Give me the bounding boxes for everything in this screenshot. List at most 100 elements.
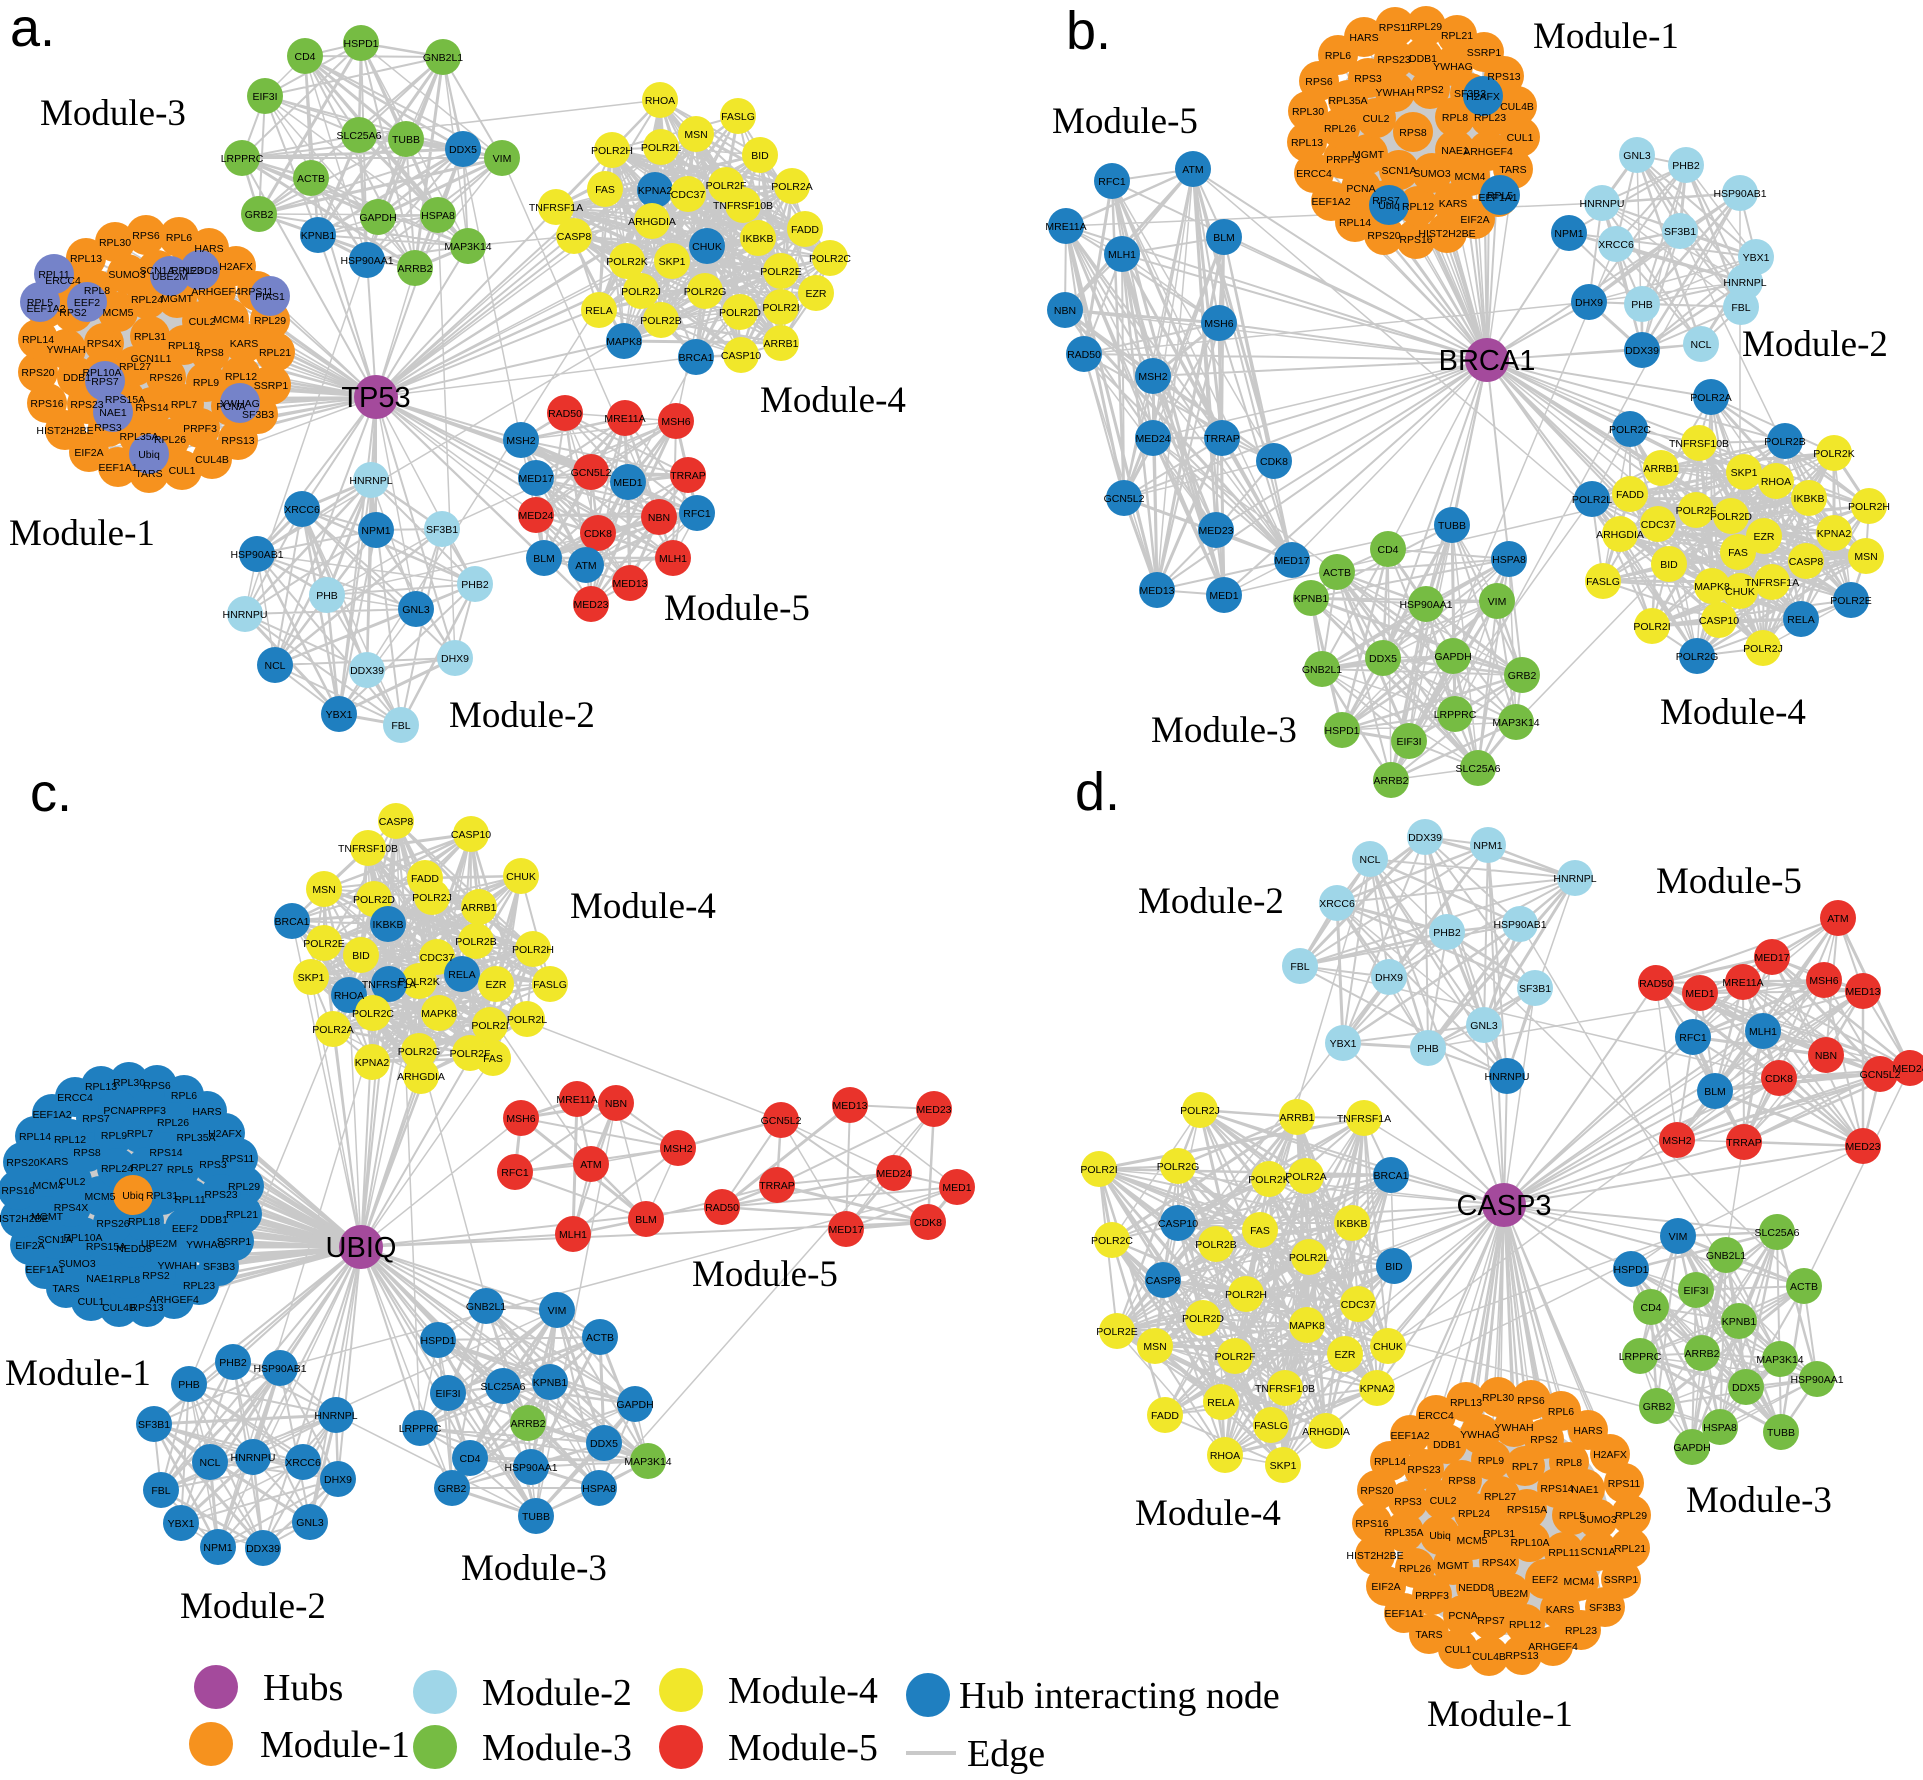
svg-text:POLR2L: POLR2L	[1289, 1252, 1329, 1264]
svg-text:CD4: CD4	[1640, 1302, 1661, 1314]
svg-text:ARHGDIA: ARHGDIA	[1596, 529, 1644, 541]
svg-text:PCNA: PCNA	[216, 401, 245, 413]
svg-text:RPS20: RPS20	[1360, 1485, 1393, 1497]
svg-text:MED1: MED1	[613, 477, 642, 489]
svg-text:RPS23: RPS23	[70, 399, 103, 411]
svg-text:RPL23: RPL23	[1474, 112, 1506, 124]
svg-text:YWHAH: YWHAH	[46, 344, 85, 356]
svg-text:ACTB: ACTB	[297, 173, 325, 185]
svg-text:HARS: HARS	[1349, 32, 1378, 44]
svg-text:MLH1: MLH1	[559, 1229, 587, 1241]
svg-text:NBN: NBN	[648, 512, 670, 524]
svg-text:XRCC6: XRCC6	[1319, 898, 1355, 910]
svg-text:RAD50: RAD50	[548, 408, 582, 420]
svg-text:SSRP1: SSRP1	[1467, 47, 1502, 59]
svg-text:EEF1A1: EEF1A1	[1478, 192, 1517, 204]
svg-text:CASP8: CASP8	[557, 231, 592, 243]
svg-text:H2AFX: H2AFX	[208, 1128, 242, 1140]
svg-text:FAS: FAS	[1728, 547, 1748, 559]
svg-text:FBL: FBL	[1731, 302, 1750, 314]
svg-text:RPL8: RPL8	[84, 285, 110, 297]
svg-text:RPS15A: RPS15A	[86, 1241, 126, 1253]
svg-text:PRPF3: PRPF3	[183, 423, 217, 435]
svg-text:RPS2: RPS2	[142, 1270, 170, 1282]
svg-text:POLR2H: POLR2H	[591, 145, 633, 157]
svg-text:POLR2C: POLR2C	[1609, 424, 1651, 436]
svg-text:RPL14: RPL14	[22, 334, 54, 346]
svg-text:RPL23: RPL23	[171, 265, 203, 277]
svg-text:HSPA8: HSPA8	[1492, 554, 1526, 566]
svg-text:RPL18: RPL18	[128, 1216, 160, 1228]
svg-text:FAS: FAS	[1250, 1225, 1270, 1237]
svg-text:BRCA1: BRCA1	[274, 916, 309, 928]
svg-text:EEF1A1: EEF1A1	[25, 1264, 64, 1276]
svg-text:NCL: NCL	[199, 1457, 220, 1469]
svg-text:KPNA2: KPNA2	[638, 185, 673, 197]
svg-text:MCM5: MCM5	[85, 1191, 116, 1203]
svg-text:UBE2M: UBE2M	[1492, 1588, 1528, 1600]
svg-text:RPS23: RPS23	[1377, 54, 1410, 66]
svg-text:Module-3: Module-3	[40, 93, 186, 134]
svg-text:Module-4: Module-4	[1135, 1493, 1281, 1534]
svg-text:HSPD1: HSPD1	[420, 1335, 455, 1347]
svg-text:FASLG: FASLG	[533, 979, 567, 991]
svg-text:RAD50: RAD50	[705, 1202, 739, 1214]
svg-text:NPM1: NPM1	[1473, 840, 1502, 852]
svg-text:UBE2M: UBE2M	[152, 271, 188, 283]
svg-text:ERCC4: ERCC4	[45, 275, 81, 287]
svg-text:RPL9: RPL9	[1478, 1455, 1504, 1467]
svg-text:MAP3K14: MAP3K14	[444, 241, 491, 253]
svg-text:ACTB: ACTB	[1323, 567, 1351, 579]
svg-text:HSPD1: HSPD1	[1613, 1264, 1648, 1276]
svg-text:POLR2G: POLR2G	[1676, 651, 1719, 663]
svg-text:GNL3: GNL3	[402, 604, 430, 616]
svg-text:HSP90AA1: HSP90AA1	[1790, 1374, 1843, 1386]
svg-text:BID: BID	[352, 950, 370, 962]
svg-text:TARS: TARS	[1499, 164, 1526, 176]
svg-text:SKP1: SKP1	[659, 256, 686, 268]
svg-text:MSN: MSN	[1854, 551, 1877, 563]
svg-text:Module-5: Module-5	[1052, 101, 1198, 142]
svg-text:POLR2C: POLR2C	[352, 1008, 394, 1020]
svg-text:ACTB: ACTB	[586, 1332, 614, 1344]
svg-text:MLH1: MLH1	[659, 553, 687, 565]
svg-text:POLR2D: POLR2D	[1710, 511, 1752, 523]
svg-text:POLR2K: POLR2K	[606, 256, 647, 268]
svg-text:RPS8: RPS8	[1448, 1475, 1476, 1487]
svg-text:EEF2: EEF2	[1532, 1574, 1558, 1586]
svg-text:RPL26: RPL26	[154, 434, 186, 446]
svg-text:RPS11: RPS11	[1608, 1478, 1641, 1490]
svg-text:BID: BID	[1660, 559, 1678, 571]
svg-text:PHB: PHB	[1631, 299, 1653, 311]
svg-text:UBE2M: UBE2M	[141, 1238, 177, 1250]
svg-text:RELA: RELA	[448, 969, 475, 981]
svg-text:CASP8: CASP8	[379, 816, 414, 828]
svg-text:RPS20: RPS20	[1367, 230, 1400, 242]
svg-text:MCM4: MCM4	[1564, 1576, 1595, 1588]
svg-text:GRB2: GRB2	[245, 209, 274, 221]
svg-text:Module-1: Module-1	[1533, 16, 1679, 57]
svg-text:MCM5: MCM5	[103, 307, 134, 319]
svg-text:BLM: BLM	[1704, 1086, 1726, 1098]
svg-text:SLC25A6: SLC25A6	[1456, 763, 1501, 775]
svg-text:ARRB2: ARRB2	[1684, 1348, 1719, 1360]
svg-text:POLR2F: POLR2F	[1215, 1351, 1256, 1363]
svg-text:TNFRSF1A: TNFRSF1A	[1337, 1113, 1391, 1125]
svg-text:CUL4B: CUL4B	[102, 1302, 136, 1314]
svg-text:CASP3: CASP3	[1456, 1190, 1551, 1222]
svg-text:CHUK: CHUK	[506, 871, 536, 883]
svg-text:ERCC4: ERCC4	[1418, 1410, 1454, 1422]
svg-text:CASP10: CASP10	[451, 829, 491, 841]
svg-text:RPL29: RPL29	[1410, 21, 1442, 33]
svg-text:CUL2: CUL2	[189, 316, 216, 328]
svg-text:RPS4X: RPS4X	[54, 1202, 88, 1214]
svg-text:FADD: FADD	[411, 873, 439, 885]
svg-text:GCN1L1: GCN1L1	[131, 353, 172, 365]
svg-text:MED17: MED17	[1274, 555, 1309, 567]
svg-text:GRB2: GRB2	[1643, 1401, 1672, 1413]
svg-text:GNL3: GNL3	[1623, 150, 1651, 162]
svg-text:SLC25A6: SLC25A6	[337, 130, 382, 142]
svg-text:RPL35A: RPL35A	[176, 1132, 215, 1144]
svg-text:Module-3: Module-3	[482, 1727, 632, 1769]
svg-text:MAP3K14: MAP3K14	[624, 1456, 671, 1468]
